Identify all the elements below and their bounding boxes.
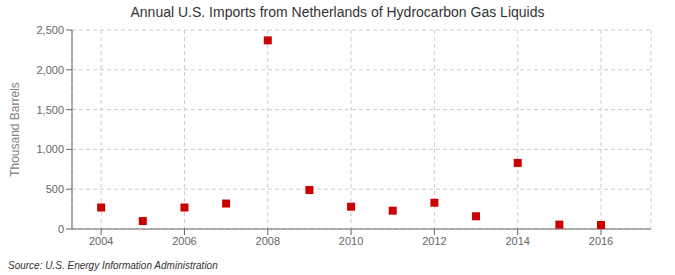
svg-text:2006: 2006 — [172, 235, 196, 247]
svg-text:2,500: 2,500 — [36, 24, 64, 36]
svg-text:1,500: 1,500 — [36, 104, 64, 116]
svg-text:Thousand Barrels: Thousand Barrels — [8, 82, 22, 177]
html-text:Source: U.S. Energy Informatio: Source: U.S. Energy Information Administ… — [8, 260, 218, 271]
svg-text:2,000: 2,000 — [36, 64, 64, 76]
svg-text:2010: 2010 — [339, 235, 363, 247]
svg-text:2008: 2008 — [256, 235, 280, 247]
html-text:Annual U.S. Imports from Nethe: Annual U.S. Imports from Netherlands of … — [130, 4, 545, 20]
svg-text:0: 0 — [58, 223, 64, 235]
svg-text:1,000: 1,000 — [36, 143, 64, 155]
svg-text:2014: 2014 — [505, 235, 529, 247]
svg-text:2012: 2012 — [422, 235, 446, 247]
svg-text:2016: 2016 — [589, 235, 613, 247]
svg-text:500: 500 — [46, 183, 64, 195]
svg-text:2004: 2004 — [89, 235, 113, 247]
